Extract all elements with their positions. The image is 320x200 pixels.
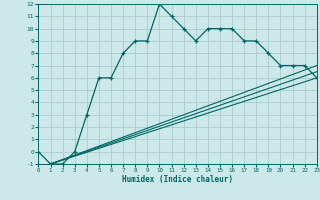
X-axis label: Humidex (Indice chaleur): Humidex (Indice chaleur) (122, 175, 233, 184)
